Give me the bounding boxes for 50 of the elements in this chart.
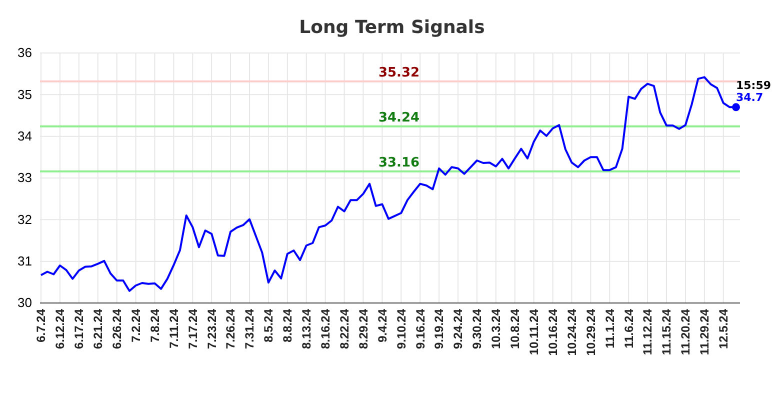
x-tick-label: 10.16.24 (546, 308, 560, 356)
y-tick-label: 33 (18, 170, 32, 186)
x-tick-label: 10.8.24 (508, 308, 522, 350)
x-tick-label: 6.12.24 (53, 308, 68, 350)
y-tick-label: 35 (18, 86, 32, 102)
y-tick-label: 30 (18, 295, 32, 310)
ref-line-label: 33.16 (378, 155, 420, 170)
x-tick-label: 8.5.24 (262, 308, 276, 342)
ref-line-label: 34.24 (378, 110, 420, 126)
x-tick-label: 9.19.24 (432, 308, 446, 350)
x-tick-label: 10.24.24 (564, 308, 579, 356)
x-tick-label: 11.12.24 (640, 308, 655, 356)
x-tick-label: 11.20.24 (678, 308, 693, 356)
x-tick-label: 6.7.24 (34, 308, 48, 342)
x-tick-label: 7.17.24 (186, 308, 200, 350)
x-tick-label: 7.2.24 (128, 308, 143, 342)
x-tick-label: 9.10.24 (394, 308, 408, 350)
annotation: 15:59 (736, 79, 772, 92)
chart-title: Long Term Signals (299, 17, 485, 38)
x-tick-label: 11.29.24 (698, 308, 712, 356)
x-tick-label: 10.11.24 (527, 308, 542, 356)
x-tick-label: 6.26.24 (110, 308, 124, 350)
x-tick-label: 7.31.24 (242, 308, 257, 350)
y-tick-label: 31 (18, 253, 32, 268)
x-tick-label: 6.21.24 (91, 308, 106, 350)
x-tick-label: 7.23.24 (204, 308, 219, 350)
x-tick-label: 10.3.24 (489, 308, 504, 350)
y-tick-label: 36 (18, 45, 32, 60)
x-tick-label: 7.11.24 (166, 308, 181, 348)
x-tick-label: 7.26.24 (224, 308, 238, 350)
annotation: 34.7 (736, 91, 764, 104)
x-tick-label: 8.16.24 (318, 308, 333, 350)
x-tick-label: 8.29.24 (356, 308, 370, 350)
x-tick-label: 11.1.24 (602, 308, 617, 348)
x-tick-label: 8.22.24 (337, 308, 352, 350)
x-tick-label: 9.30.24 (470, 308, 484, 350)
x-tick-label: 7.8.24 (148, 308, 162, 342)
x-tick-label: 9.4.24 (375, 308, 390, 342)
x-tick-label: 11.6.24 (622, 308, 636, 348)
x-tick-label: 11.15.24 (660, 308, 674, 356)
x-tick-label: 8.8.24 (280, 308, 295, 342)
x-tick-label: 12.5.24 (716, 308, 731, 350)
ref-line-label: 35.32 (378, 65, 420, 80)
x-tick-label: 8.13.24 (300, 308, 314, 350)
x-tick-label: 9.16.24 (413, 308, 428, 350)
x-tick-label: 9.24.24 (451, 308, 466, 350)
x-tick-label: 10.29.24 (584, 308, 598, 356)
y-tick-label: 32 (18, 212, 32, 227)
x-tick-label: 6.17.24 (72, 308, 86, 350)
y-tick-label: 34 (18, 128, 32, 144)
